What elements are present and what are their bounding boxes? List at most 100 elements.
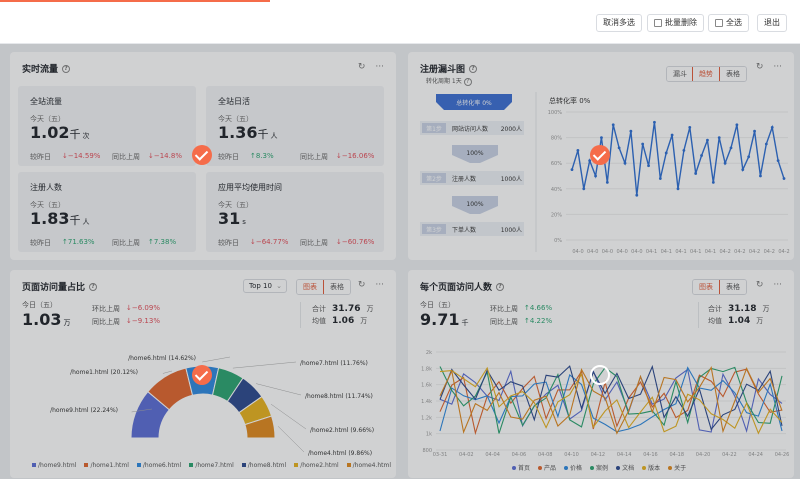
total-conversion-banner <box>436 94 512 110</box>
refresh-icon[interactable]: ↻ <box>755 280 764 290</box>
cmp1-value: ↓−64.77% <box>250 238 289 246</box>
funnel-card[interactable]: 注册漏斗图 ? 转化周期 1天 ? 漏斗 趋势 表格 ↻ ··· 总转化率 0% 第1… <box>408 52 794 260</box>
total-unit: 万 <box>762 305 770 313</box>
total-label: 合计 <box>312 305 326 313</box>
tab-0[interactable]: 图表 <box>297 280 324 294</box>
refresh-icon[interactable]: ↻ <box>357 280 366 290</box>
legend-swatch <box>136 463 141 467</box>
selected-check-icon[interactable] <box>192 145 212 165</box>
x-tick-label: 04-2 <box>719 249 730 255</box>
exit-button[interactable]: 退出 <box>757 14 787 32</box>
help-icon[interactable]: ? <box>89 282 98 291</box>
help-icon[interactable]: ? <box>496 282 505 291</box>
visitors-view-tabs[interactable]: 图表 表格 <box>692 279 747 295</box>
kpi-value: 31 <box>218 209 241 228</box>
more-icon[interactable]: ··· <box>773 62 782 72</box>
help-icon[interactable]: ? <box>463 78 472 86</box>
trend-point <box>576 149 580 152</box>
legend-item[interactable]: 关于 <box>668 463 686 472</box>
legend-item[interactable]: /home6.html <box>136 462 181 469</box>
cmp1-label: 较昨日 <box>30 153 51 161</box>
tab-0[interactable]: 漏斗 <box>667 67 693 81</box>
cmp2-value: ↓−16.06% <box>336 152 375 160</box>
funnel-step-count: 1000人 <box>501 227 522 234</box>
trend-point <box>676 187 680 191</box>
funnel-step-count: 2000人 <box>501 126 522 133</box>
legend-item[interactable]: 产品 <box>538 463 556 472</box>
legend-item[interactable]: 案例 <box>590 463 608 472</box>
legend-item[interactable]: 文档 <box>616 463 634 472</box>
x-tick-label: 04-1 <box>705 249 716 255</box>
tab-1[interactable]: 表格 <box>324 280 350 294</box>
legend-item[interactable]: 首页 <box>512 463 530 472</box>
cancel-multi-select-button[interactable]: 取消多选 <box>596 14 642 32</box>
y-tick-label: 2k <box>426 350 432 356</box>
trend-point <box>594 174 597 178</box>
cmp2-value: ↑4.22% <box>524 317 553 325</box>
selected-check-icon[interactable] <box>590 145 610 165</box>
legend-swatch <box>590 466 595 470</box>
page-visitors-card[interactable]: 每个页面访问人数 ? 图表 表格 ↻ ··· 今日（五） 9.71 千 环比上周 ↑4… <box>408 270 794 478</box>
funnel-view-tabs[interactable]: 漏斗 趋势 表格 <box>666 66 747 82</box>
help-icon[interactable]: ? <box>469 64 478 73</box>
more-icon[interactable]: ··· <box>375 280 384 290</box>
trend-point <box>670 133 674 137</box>
period-text: 转化周期 1天 <box>426 78 462 85</box>
x-tick-label: 04-06 <box>512 452 527 458</box>
kpi-tile[interactable]: 应用平均使用时间 今天（五） 31 s 较昨日 ↓−64.77% 同比上周 ↓−60.76% <box>206 172 384 252</box>
kpi-sub: 今天（五） <box>30 115 65 123</box>
refresh-icon[interactable]: ↻ <box>755 62 764 72</box>
cmp-row-2: 同比上周 ↓−9.13% <box>92 317 160 327</box>
legend-item[interactable]: /home2.html <box>294 462 339 469</box>
batch-delete-button[interactable]: 批量删除 <box>647 14 704 32</box>
refresh-icon[interactable]: ↻ <box>357 62 366 72</box>
kpi-unit2: 次 <box>82 132 90 140</box>
kpi-tile[interactable]: 全站日活 今天（五） 1.36千人较昨日 ↑8.3% 同比上周 ↓−16.06% <box>206 86 384 166</box>
kpi-tile[interactable]: 全站流量 今天（五） 1.02千次较昨日 ↓−14.59% 同比上周 ↓−14.8% <box>18 86 196 166</box>
legend-item[interactable]: /home1.html <box>84 462 129 469</box>
legend-item[interactable]: 价格 <box>564 463 582 472</box>
tab-1[interactable]: 表格 <box>720 280 746 294</box>
trend-point <box>570 168 574 171</box>
x-tick-label: 04-1 <box>690 249 701 255</box>
funnel-rate-arrow <box>452 145 498 163</box>
kpi-unit: 千 <box>69 128 81 141</box>
cmp1-label: 环比上周 <box>490 305 518 313</box>
more-icon[interactable]: ··· <box>773 280 782 290</box>
trend-point <box>629 129 633 133</box>
trend-point <box>582 187 586 191</box>
cmp1-value: ↑8.3% <box>250 152 274 160</box>
legend-item[interactable]: /home4.html <box>346 462 391 469</box>
x-tick-label: 04-2 <box>764 249 775 255</box>
y-tick-label: 80% <box>551 136 562 142</box>
top-n-value: Top 10 <box>249 282 272 290</box>
x-tick-label: 04-2 <box>749 249 760 255</box>
slice-label: /home4.html (9.86%) <box>308 450 372 457</box>
select-all-button[interactable]: 全选 <box>708 14 749 32</box>
slice-leader-line <box>162 370 173 374</box>
top-n-select[interactable]: Top 10 ⌄ <box>243 279 287 293</box>
kpi-tile[interactable]: 注册人数 今天（五） 1.83千人较昨日 ↑71.63% 同比上周 ↑7.38% <box>18 172 196 252</box>
selected-check-icon[interactable] <box>192 365 212 385</box>
legend-item[interactable]: /home7.html <box>189 462 234 469</box>
share-view-tabs[interactable]: 图表 表格 <box>296 279 351 295</box>
help-icon[interactable]: ? <box>62 64 71 73</box>
legend-item[interactable]: 版本 <box>642 463 660 472</box>
tab-0[interactable]: 图表 <box>693 280 720 294</box>
x-tick-label: 04-0 <box>602 249 613 255</box>
legend-item[interactable]: /home8.html <box>241 462 286 469</box>
cmp2-value: ↓−9.13% <box>126 317 160 325</box>
legend-item[interactable]: /home9.html <box>32 462 76 469</box>
trend-point <box>653 120 656 124</box>
kpi-name: 注册人数 <box>30 183 62 192</box>
funnel-step-name: 下单人数 <box>452 226 476 234</box>
tab-1[interactable]: 趋势 <box>692 67 720 81</box>
legend-label: /home7.html <box>195 462 234 469</box>
realtime-traffic-card[interactable]: 实时流量 ? ↻ ··· 全站流量 今天（五） 1.02千次较昨日 ↓−14.59% 同… <box>10 52 396 260</box>
kpi-value-wrap: 1.36千人 <box>218 123 277 142</box>
unselected-check-icon[interactable] <box>590 365 610 385</box>
tab-2[interactable]: 表格 <box>720 67 746 81</box>
trend-point <box>706 138 709 142</box>
more-icon[interactable]: ··· <box>375 62 384 72</box>
y-tick-label: 1.4k <box>421 399 432 405</box>
